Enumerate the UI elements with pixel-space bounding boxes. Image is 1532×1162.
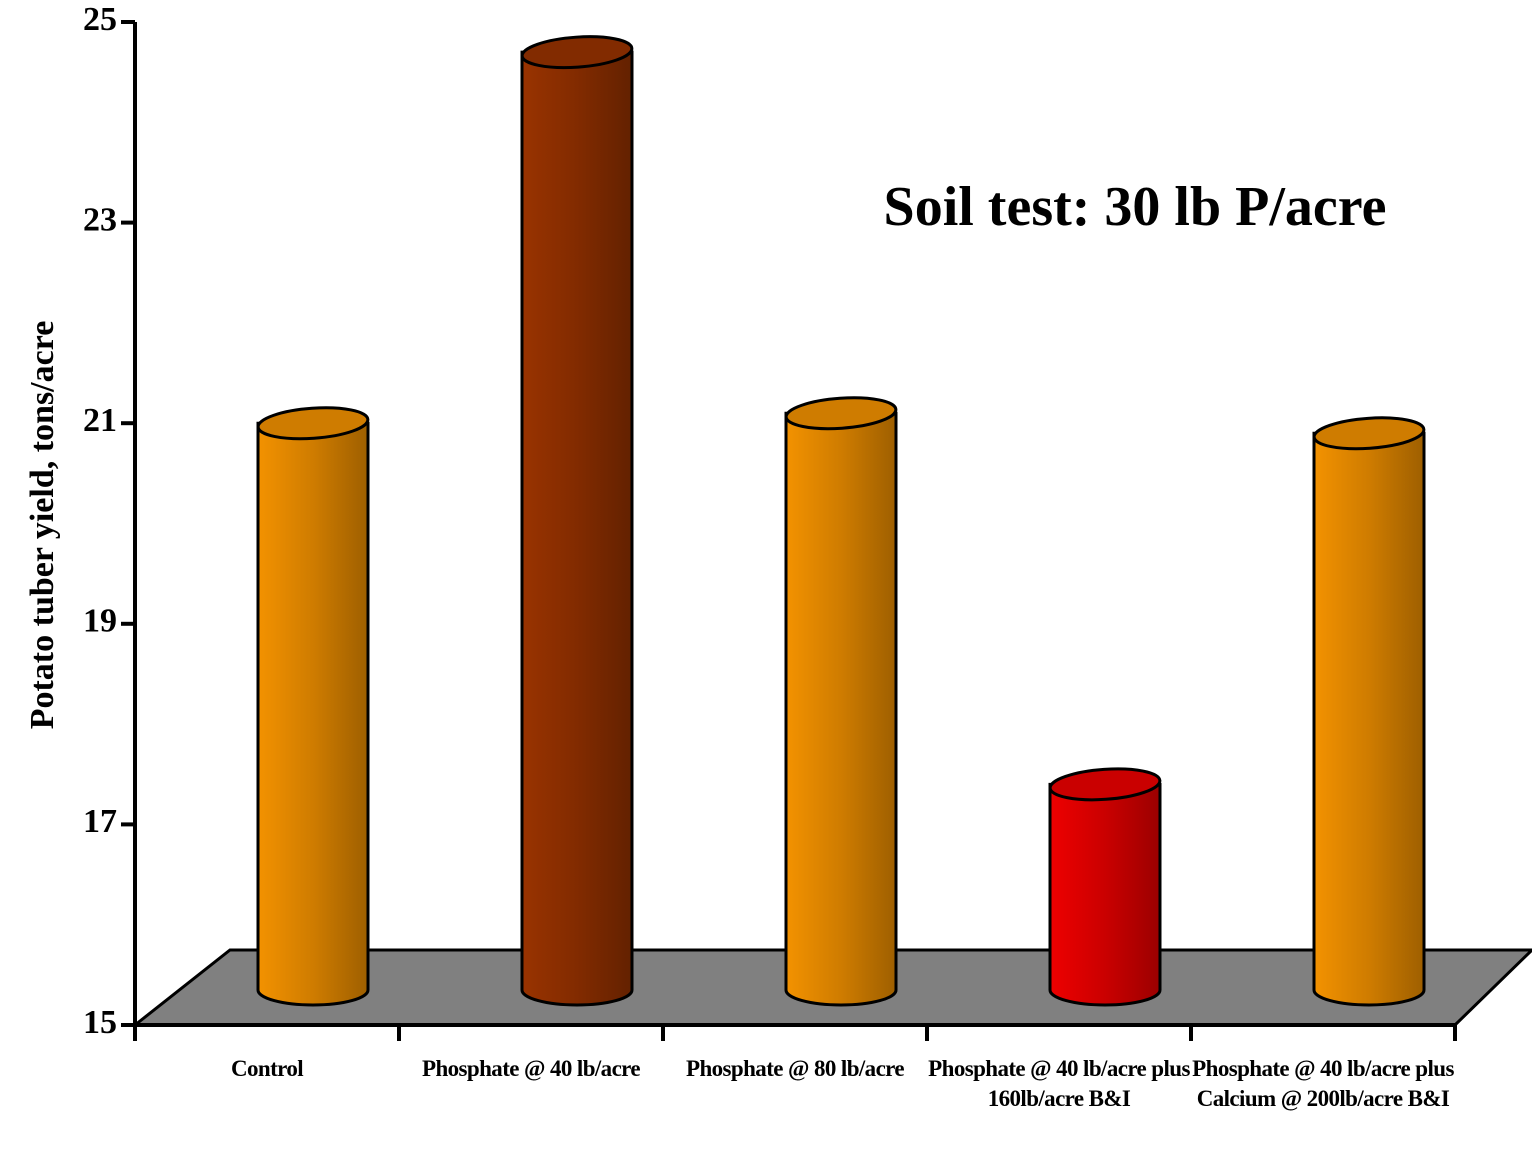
- x-tick-label: Phosphate @ 40 lb/acre plus 160lb/acre B…: [928, 1056, 1190, 1111]
- y-axis-label: Potato tuber yield, tons/acre: [24, 321, 61, 730]
- y-tick-label: 17: [83, 803, 117, 840]
- y-tick-label: 23: [83, 201, 117, 238]
- bar-top: [784, 396, 898, 431]
- bar-top: [1312, 416, 1426, 451]
- bar-top: [520, 35, 634, 70]
- annotation: Soil test: 30 lb P/acre: [884, 176, 1387, 238]
- bar: [256, 421, 370, 1007]
- y-tick-label: 15: [83, 1004, 117, 1041]
- y-tick-label: 19: [83, 603, 117, 640]
- bar: [1048, 782, 1162, 1007]
- y-tick-label: 25: [83, 1, 117, 38]
- x-tick-label: Phosphate @ 40 lb/acre plus Calcium @ 20…: [1192, 1056, 1454, 1111]
- x-tick-label: Phosphate @ 80 lb/acre: [686, 1056, 905, 1081]
- bar-top: [256, 406, 370, 441]
- bar: [520, 50, 634, 1007]
- bar: [1312, 431, 1426, 1007]
- bar: [784, 411, 898, 1007]
- x-tick-label: Phosphate @ 40 lb/acre: [422, 1056, 641, 1081]
- x-tick-label: Control: [230, 1056, 304, 1081]
- bar-top: [1048, 767, 1162, 802]
- y-tick-label: 21: [83, 402, 117, 439]
